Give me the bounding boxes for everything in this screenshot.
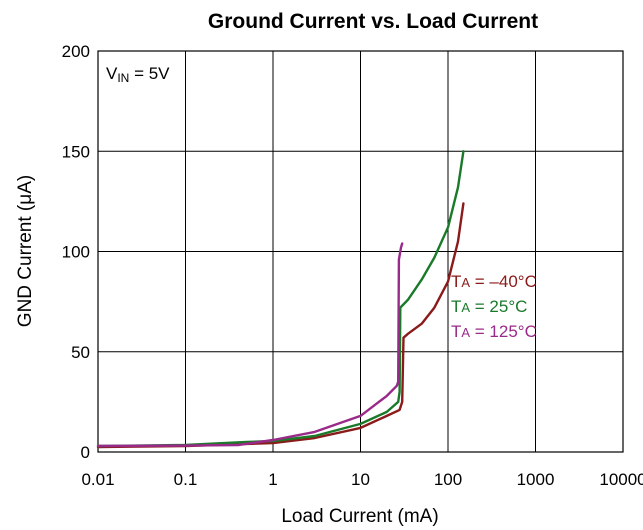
x-tick-labels: 0.01 0.1 1 10 100 1000 10000 bbox=[81, 470, 643, 489]
y-tick-label: 0 bbox=[81, 443, 90, 462]
series-label-suffix: = 125°C bbox=[470, 322, 537, 341]
y-axis-label: GND Current (μA) bbox=[15, 175, 36, 327]
vin-annotation-prefix: V bbox=[106, 64, 118, 83]
series-label-1: TA = 25°C bbox=[451, 297, 527, 316]
plot-frame bbox=[97, 50, 624, 453]
series-line-1 bbox=[96, 150, 465, 448]
series-label-suffix: = 25°C bbox=[470, 297, 527, 316]
series-label-prefix: T bbox=[451, 297, 461, 316]
series-label-0: TA = –40°C bbox=[451, 272, 537, 291]
y-tick-label: 50 bbox=[71, 343, 90, 362]
series-label-sub: A bbox=[461, 325, 470, 340]
x-tick-label: 100 bbox=[434, 470, 462, 489]
series-labels: TA = –40°CTA = 25°CTA = 125°C bbox=[451, 272, 537, 341]
x-tick-label: 1 bbox=[268, 470, 277, 489]
series-label-sub: A bbox=[461, 300, 470, 315]
x-tick-label: 10000 bbox=[599, 470, 643, 489]
series-line-0 bbox=[96, 202, 465, 449]
series-line-2 bbox=[96, 242, 404, 448]
vin-annotation-suffix: = 5V bbox=[129, 64, 170, 83]
y-tick-label: 200 bbox=[62, 42, 90, 61]
grid bbox=[97, 50, 624, 453]
x-tick-label: 10 bbox=[351, 470, 370, 489]
y-tick-label: 100 bbox=[62, 243, 90, 262]
x-tick-label: 1000 bbox=[517, 470, 555, 489]
x-axis-label: Load Current (mA) bbox=[281, 506, 438, 527]
vin-annotation: VIN = 5V bbox=[106, 64, 170, 85]
x-tick-label: 0.1 bbox=[174, 470, 198, 489]
series-label-2: TA = 125°C bbox=[451, 322, 537, 341]
x-tick-label: 0.01 bbox=[81, 470, 114, 489]
series-label-sub: A bbox=[461, 275, 470, 290]
chart-title: Ground Current vs. Load Current bbox=[208, 10, 538, 33]
series-label-suffix: = –40°C bbox=[470, 272, 537, 291]
series-label-prefix: T bbox=[451, 322, 461, 341]
series-layer bbox=[96, 150, 465, 449]
y-tick-label: 150 bbox=[62, 142, 90, 161]
series-label-prefix: T bbox=[451, 272, 461, 291]
vin-annotation-sub: IN bbox=[117, 71, 129, 85]
y-tick-labels: 0 50 100 150 200 bbox=[62, 42, 90, 462]
